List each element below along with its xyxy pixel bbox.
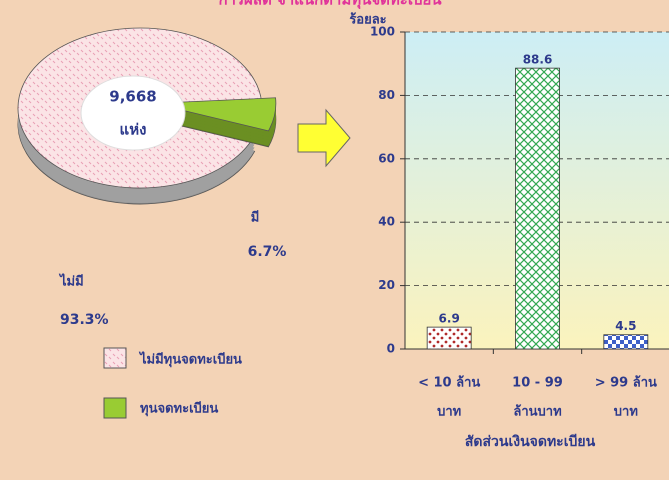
y-tick-label: 40: [378, 215, 395, 229]
bar-value-label: 88.6: [523, 53, 553, 67]
y-tick-label: 60: [378, 151, 395, 165]
slice-label: ไม่มี: [58, 273, 84, 290]
legend-swatch: [103, 397, 127, 419]
x-tick-label: ล้านบาท: [513, 404, 561, 420]
y-tick-label: 0: [387, 342, 395, 356]
bar: [515, 67, 560, 350]
x-tick-label: 10 - 99: [512, 376, 563, 391]
x-tick-label: บาท: [437, 405, 461, 420]
x-tick-label: บาท: [614, 405, 638, 420]
bar: [603, 334, 649, 350]
x-tick-label: > 99 ล้าน: [595, 375, 657, 391]
x-axis-title: สัดส่วนเงินจดทะเบียน: [465, 434, 596, 450]
y-axis-title: ร้อยละ: [349, 12, 386, 28]
bar-value-label: 6.9: [439, 312, 460, 326]
legend-label: ไม่มีทุนจดทะเบียน: [138, 351, 242, 368]
bar: [426, 326, 472, 350]
legend-label: ทุนจดทะเบียน: [140, 401, 218, 417]
slice-label: มี: [251, 210, 260, 226]
y-tick-label: 100: [370, 25, 395, 39]
bar-value-label: 4.5: [615, 319, 636, 333]
arrow: [297, 108, 351, 168]
y-tick-label: 20: [378, 278, 395, 292]
center-label: แห่ง: [120, 121, 147, 139]
chart-title: การผลิต จำแนกตามทุนจดทะเบียน: [218, 0, 442, 10]
value-label: 93.3%: [60, 312, 109, 328]
center-oval: [80, 75, 186, 151]
value-label: 6.7%: [248, 244, 287, 260]
x-tick-label: < 10 ล้าน: [418, 375, 480, 391]
legend-swatch: [103, 347, 127, 369]
y-tick-label: 80: [378, 88, 395, 102]
center-label: 9,668: [109, 88, 156, 106]
